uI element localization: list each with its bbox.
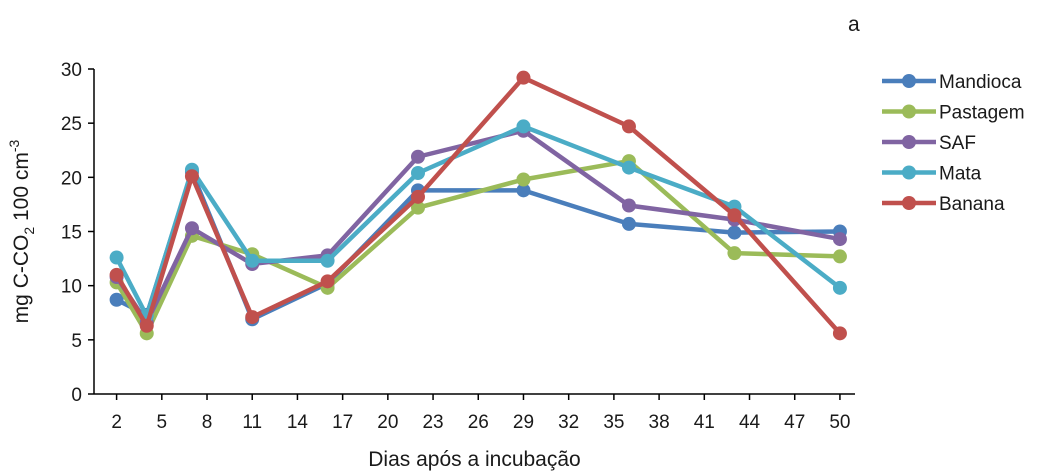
series-banana	[109, 70, 847, 341]
data-point	[621, 119, 636, 134]
legend-label: SAF	[939, 133, 976, 154]
y-tick-label: 15	[61, 223, 82, 244]
x-tick-label: 8	[202, 412, 213, 433]
legend-swatch-marker	[902, 165, 916, 180]
data-point	[245, 310, 260, 325]
y-axis-title-part: mg C-CO	[10, 235, 33, 324]
series-line	[114, 158, 843, 336]
legend-item-mata: Mata	[882, 164, 982, 185]
data-point	[320, 253, 335, 268]
data-point	[184, 169, 199, 184]
y-axis-title-part: 2	[21, 227, 37, 235]
data-point	[621, 216, 636, 231]
x-tick-label: 26	[468, 412, 489, 433]
legend-label: Pastagem	[939, 103, 1025, 124]
data-point	[516, 172, 531, 187]
legend-label: Mandioca	[939, 72, 1022, 93]
data-point	[109, 267, 124, 282]
x-tick-label: 2	[111, 412, 122, 433]
series-line	[114, 128, 843, 325]
x-tick-label: 47	[784, 412, 805, 433]
y-tick-label: 5	[71, 331, 82, 352]
x-tick-label: 32	[558, 412, 579, 433]
legend-item-mandioca: Mandioca	[882, 72, 1022, 93]
x-tick-label: 14	[287, 412, 309, 433]
x-tick-label: 50	[829, 412, 850, 433]
y-tick-label: 30	[61, 60, 82, 81]
x-tick-label: 29	[513, 412, 534, 433]
y-axis-title: mg C-CO2 100 cm-3	[6, 139, 37, 323]
series-line	[114, 124, 843, 319]
data-point	[832, 232, 847, 247]
data-point	[410, 149, 425, 164]
data-point	[516, 183, 531, 198]
legend-item-pastagem: Pastagem	[882, 103, 1025, 124]
y-tick-label: 20	[61, 168, 82, 189]
x-tick-label: 44	[739, 412, 761, 433]
data-point	[109, 292, 124, 307]
y-axis-title-part: -3	[6, 139, 22, 152]
data-point	[621, 198, 636, 213]
y-tick-label: 25	[61, 114, 82, 135]
y-axis-title-part: 100 cm	[10, 152, 33, 227]
legend-swatch-marker	[902, 74, 916, 88]
legend-swatch-marker	[902, 135, 916, 149]
data-point	[410, 189, 425, 204]
legend-item-saf: SAF	[882, 133, 976, 154]
legend-label: Banana	[939, 194, 1005, 215]
legend-label: Mata	[939, 164, 982, 185]
x-tick-label: 41	[694, 412, 715, 433]
data-point	[727, 208, 742, 223]
data-point	[727, 246, 742, 261]
series-layer	[109, 70, 847, 341]
data-point	[727, 225, 742, 240]
data-point	[410, 166, 425, 180]
panel-label: a	[848, 13, 860, 36]
data-point	[139, 318, 154, 333]
data-point	[832, 249, 847, 264]
y-tick-label: 10	[61, 277, 82, 298]
data-point	[109, 250, 124, 265]
x-tick-label: 20	[377, 412, 398, 433]
legend-swatch-marker	[902, 104, 916, 119]
data-point	[832, 326, 847, 341]
y-tick-label: 0	[71, 385, 82, 406]
legend-item-banana: Banana	[882, 194, 1005, 215]
x-tick-label: 35	[603, 412, 624, 433]
legend-swatch-marker	[902, 196, 916, 210]
series-line	[114, 75, 843, 336]
x-tick-label: 17	[332, 412, 353, 433]
data-point	[516, 119, 531, 134]
x-axis-title: Dias após a incubação	[368, 448, 580, 471]
x-tick-label: 11	[242, 412, 262, 433]
data-point	[245, 253, 260, 268]
x-tick-label: 5	[157, 412, 168, 433]
data-point	[832, 280, 847, 295]
x-tick-label: 23	[422, 412, 443, 433]
data-point	[184, 221, 199, 236]
legend: Mandioca Pastagem SAF Mata Banana	[882, 72, 1025, 215]
data-point	[621, 160, 636, 175]
data-point	[320, 274, 335, 289]
data-point	[516, 70, 531, 85]
x-tick-label: 38	[649, 412, 670, 433]
data-point	[410, 200, 425, 215]
